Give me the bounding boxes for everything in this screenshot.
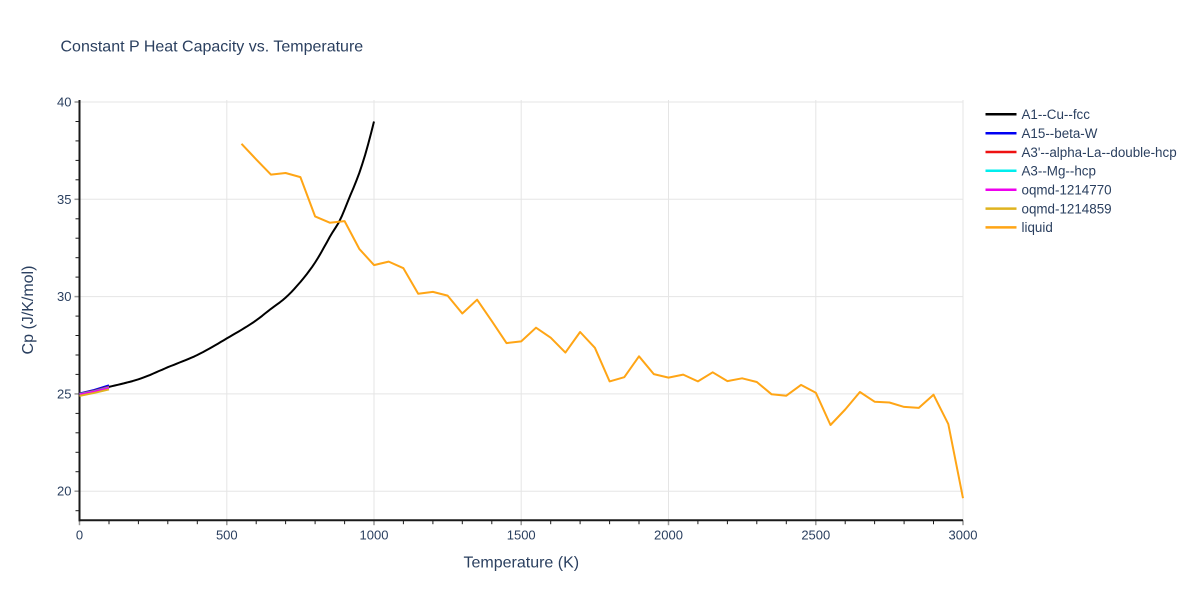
svg-text:Cp (J/K/mol): Cp (J/K/mol): [20, 266, 37, 355]
svg-text:20: 20: [57, 484, 71, 499]
svg-text:35: 35: [57, 192, 71, 207]
svg-text:30: 30: [57, 289, 71, 304]
svg-text:oqmd-1214859: oqmd-1214859: [1022, 201, 1112, 216]
svg-text:Constant P Heat Capacity vs. T: Constant P Heat Capacity vs. Temperature: [61, 38, 364, 55]
svg-text:A3--Mg--hcp: A3--Mg--hcp: [1022, 164, 1096, 179]
svg-text:500: 500: [216, 528, 238, 543]
svg-text:0: 0: [76, 528, 83, 543]
svg-text:3000: 3000: [949, 528, 978, 543]
svg-text:40: 40: [57, 95, 71, 110]
svg-text:25: 25: [57, 386, 71, 401]
svg-text:liquid: liquid: [1022, 220, 1053, 235]
svg-text:1000: 1000: [360, 528, 389, 543]
svg-text:oqmd-1214770: oqmd-1214770: [1022, 183, 1112, 198]
svg-text:Temperature (K): Temperature (K): [464, 555, 580, 572]
svg-text:A15--beta-W: A15--beta-W: [1022, 126, 1098, 141]
svg-text:2500: 2500: [801, 528, 830, 543]
svg-text:A3'--alpha-La--double-hcp: A3'--alpha-La--double-hcp: [1022, 145, 1177, 160]
svg-text:A1--Cu--fcc: A1--Cu--fcc: [1022, 107, 1091, 122]
svg-text:1500: 1500: [507, 528, 536, 543]
svg-text:2000: 2000: [654, 528, 683, 543]
